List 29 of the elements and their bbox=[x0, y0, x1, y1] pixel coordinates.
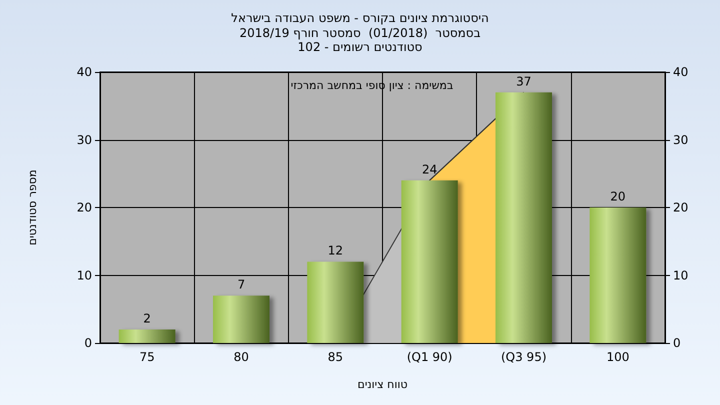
data-label: 24 bbox=[422, 162, 438, 176]
y-tick-label: 0 bbox=[84, 336, 92, 350]
y-tick-label: 40 bbox=[76, 65, 92, 79]
data-label: 20 bbox=[610, 190, 626, 204]
bar bbox=[590, 208, 646, 343]
y2-tick-label: 40 bbox=[673, 65, 688, 79]
x-tick-label: (Q3 95) bbox=[500, 350, 547, 364]
x-axis-title: טווח ציונים bbox=[358, 378, 408, 391]
y-tick-label: 30 bbox=[76, 132, 92, 147]
data-label: 12 bbox=[328, 244, 344, 258]
y2-tick-label: 30 bbox=[673, 132, 688, 147]
x-tick-label: 100 bbox=[606, 350, 630, 364]
bar bbox=[213, 296, 270, 343]
x-tick-label: 80 bbox=[234, 350, 249, 364]
data-label: 37 bbox=[516, 74, 532, 88]
x-tick-label: 75 bbox=[139, 350, 155, 364]
y-tick-label: 20 bbox=[76, 200, 92, 214]
chart-title: היסטוגרמת ציונים בקורס - משפט העבודה בישראל bbox=[231, 11, 489, 25]
chart-subtitle: בסמסטר (01/2018) סמסטר חורף 2018/19 סטודנטים רשומים - 102 bbox=[239, 26, 481, 54]
x-tick-label: 85 bbox=[328, 350, 344, 364]
data-label: 2 bbox=[143, 311, 151, 326]
bar bbox=[118, 329, 176, 343]
y-tick-label: 10 bbox=[76, 268, 92, 282]
y-axis-title: מספר סטודנטים bbox=[26, 170, 39, 246]
y2-tick-label: 10 bbox=[673, 268, 688, 282]
y2-tick-label: 0 bbox=[673, 336, 681, 350]
y2-tick-label: 20 bbox=[673, 200, 688, 214]
data-label: 7 bbox=[237, 278, 246, 292]
x-tick-label: (Q1 90) bbox=[406, 350, 452, 364]
